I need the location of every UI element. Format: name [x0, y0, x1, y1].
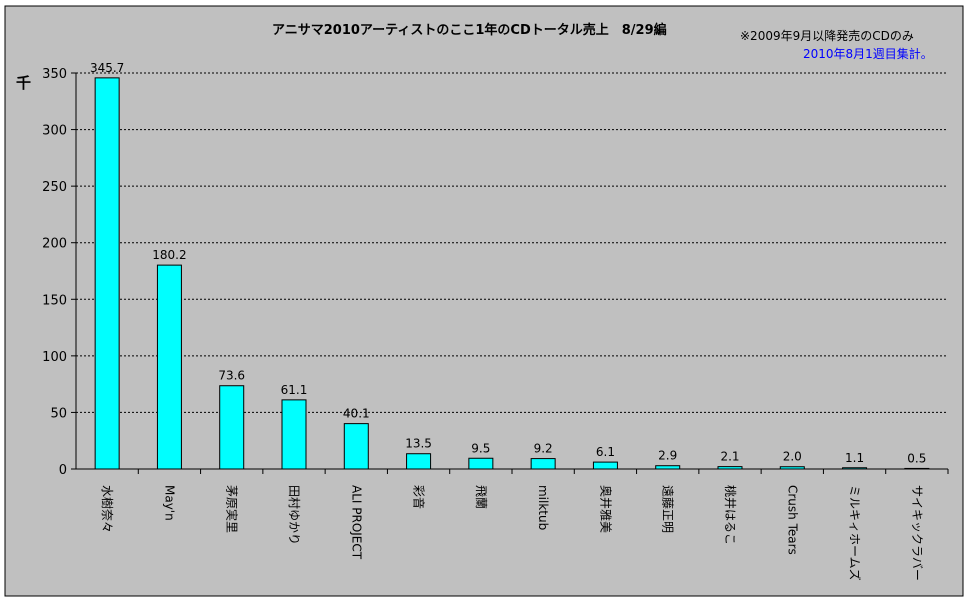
data-label: 2.1 — [720, 450, 739, 464]
chart-note-date: 2010年8月1週目集計。 — [803, 47, 933, 61]
bar — [468, 457, 494, 470]
data-label: 40.1 — [343, 407, 370, 421]
y-tick-label: 350 — [42, 67, 67, 82]
bar — [655, 465, 681, 470]
x-tick-label: サイキックラバー — [910, 485, 924, 581]
y-tick-label: 150 — [42, 293, 67, 308]
data-label: 2.9 — [658, 449, 677, 463]
x-tick-label: 水樹奈々 — [100, 485, 114, 533]
y-axis-unit-label: 千 — [16, 74, 32, 92]
bar — [842, 467, 868, 470]
bar — [406, 453, 432, 470]
bar — [530, 458, 556, 470]
data-label: 73.6 — [218, 369, 245, 383]
x-tick-label: 田村ゆかり — [287, 485, 301, 545]
bar — [94, 77, 120, 470]
data-label: 9.5 — [471, 441, 490, 455]
data-label: 180.2 — [152, 248, 186, 262]
x-tick-label: 遠藤正明 — [661, 485, 675, 533]
y-tick-label: 300 — [42, 124, 67, 139]
x-tick-label: milktub — [536, 485, 550, 530]
bar — [281, 399, 307, 470]
data-label: 1.1 — [845, 451, 864, 465]
bar — [219, 385, 245, 470]
data-label: 345.7 — [90, 61, 124, 75]
x-tick-label: ミルキィホームズ — [848, 485, 863, 581]
bar — [717, 466, 743, 470]
x-tick-label: 茅原実里 — [225, 485, 240, 533]
bar — [343, 423, 369, 470]
x-tick-label: 奥井雅美 — [598, 485, 613, 533]
x-tick-label: 桃井はるこ — [723, 485, 738, 545]
bar — [592, 461, 618, 470]
bar — [156, 264, 182, 470]
data-label: 0.5 — [907, 451, 926, 465]
y-tick-label: 250 — [42, 180, 67, 195]
data-label: 61.1 — [281, 383, 308, 397]
y-tick-label: 200 — [42, 237, 67, 252]
data-label: 6.1 — [596, 445, 615, 459]
data-label: 13.5 — [405, 437, 432, 451]
x-tick-label: 彩音 — [412, 485, 427, 509]
bar — [904, 467, 930, 470]
x-tick-label: ALI PROJECT — [349, 485, 363, 560]
x-tick-label: May'n — [162, 485, 176, 521]
y-tick-label: 100 — [42, 350, 67, 365]
data-label: 2.0 — [783, 450, 802, 464]
chart-title: アニサマ2010アーティストのここ1年のCDトータル売上 8/29編 — [272, 23, 667, 38]
y-tick-label: 0 — [59, 463, 67, 478]
chart-note-scope: ※2009年9月以降発売のCDのみ — [740, 29, 914, 43]
y-tick-label: 50 — [50, 406, 67, 421]
data-label: 9.2 — [534, 442, 553, 456]
x-tick-label: 飛蘭 — [474, 485, 488, 509]
bar — [779, 466, 805, 470]
x-tick-label: Crush Tears — [785, 485, 799, 555]
